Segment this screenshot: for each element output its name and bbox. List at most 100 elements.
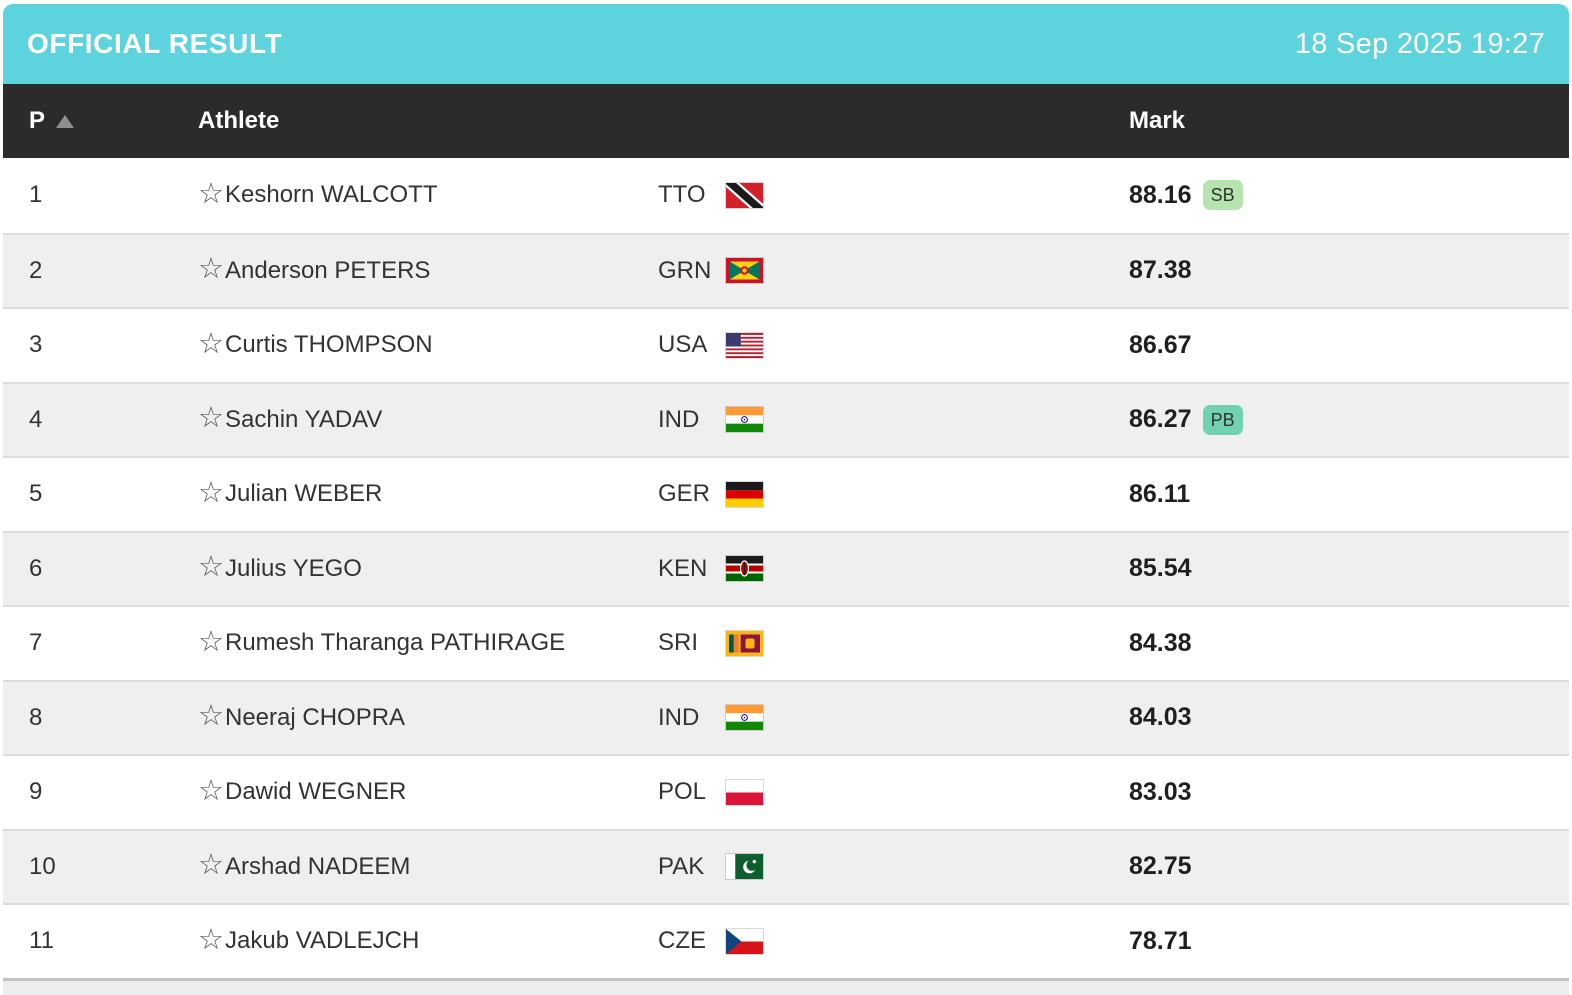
favorite-star-icon[interactable]: ☆ <box>198 551 224 584</box>
table-row[interactable]: 3 ☆ Curtis THOMPSON USA 86.67 <box>3 307 1569 382</box>
country-cell: IND <box>658 406 1123 434</box>
mark-cell: 87.38 <box>1123 256 1569 285</box>
country-flag-icon <box>726 258 763 284</box>
results-panel: OFFICIAL RESULT 18 Sep 2025 19:27 P Athl… <box>3 4 1569 995</box>
mark-cell: 88.16 SB <box>1123 180 1569 211</box>
athlete-name-link[interactable]: Keshorn WALCOTT <box>225 181 438 209</box>
table-row-partial <box>3 977 1569 995</box>
favorite-star-icon[interactable]: ☆ <box>198 327 224 360</box>
athlete-name-link[interactable]: Dawid WEGNER <box>225 778 407 806</box>
athlete-name-link[interactable]: Jakub VADLEJCH <box>225 927 420 955</box>
country-flag-icon <box>726 779 763 805</box>
table-row[interactable]: 4 ☆ Sachin YADAV IND 86.27 PB <box>3 381 1569 456</box>
rank-cell: 2 <box>29 256 43 284</box>
country-code: KEN <box>658 554 708 582</box>
country-flag-icon <box>726 182 763 208</box>
table-row[interactable]: 7 ☆ Rumesh Tharanga PATHIRAGE SRI 84.38 <box>3 605 1569 680</box>
mark-value: 83.03 <box>1129 777 1192 806</box>
mark-value: 88.16 <box>1129 180 1192 209</box>
mark-cell: 84.38 <box>1123 629 1569 658</box>
mark-value: 86.27 <box>1129 405 1192 434</box>
favorite-star-icon[interactable]: ☆ <box>198 402 224 435</box>
athlete-name-link[interactable]: Julius YEGO <box>225 554 362 582</box>
country-flag-icon <box>726 854 763 880</box>
athlete-name-link[interactable]: Arshad NADEEM <box>225 852 411 880</box>
table-row[interactable]: 8 ☆ Neeraj CHOPRA IND 84.03 <box>3 679 1569 754</box>
table-row[interactable]: 11 ☆ Jakub VADLEJCH CZE 78.71 <box>3 903 1569 978</box>
rank-cell: 8 <box>29 703 43 731</box>
column-header-position-label: P <box>29 107 46 134</box>
country-flag-icon <box>726 407 763 433</box>
country-cell: CZE <box>658 927 1123 955</box>
athlete-cell: ☆ Sachin YADAV <box>198 402 658 435</box>
athlete-name-link[interactable]: Rumesh Tharanga PATHIRAGE <box>225 629 566 657</box>
personal-best-badge: PB <box>1202 404 1243 435</box>
rank-cell: 10 <box>29 852 56 880</box>
country-code: POL <box>658 778 707 806</box>
favorite-star-icon[interactable]: ☆ <box>198 625 224 658</box>
country-code: TTO <box>658 181 706 209</box>
column-header-mark[interactable]: Mark <box>1129 107 1186 134</box>
athlete-name-link[interactable]: Curtis THOMPSON <box>225 331 433 359</box>
result-status-title: OFFICIAL RESULT <box>27 28 283 59</box>
favorite-star-icon[interactable]: ☆ <box>198 700 224 733</box>
athlete-cell: ☆ Dawid WEGNER <box>198 774 658 807</box>
favorite-star-icon[interactable]: ☆ <box>198 849 224 882</box>
country-flag-icon <box>726 705 763 731</box>
rank-cell: 5 <box>29 480 43 508</box>
country-cell: SRI <box>658 629 1123 657</box>
country-code: CZE <box>658 927 706 955</box>
mark-cell: 83.03 <box>1123 778 1569 807</box>
rank-cell: 3 <box>29 331 43 359</box>
rank-cell: 4 <box>29 405 43 433</box>
favorite-star-icon[interactable]: ☆ <box>198 177 224 210</box>
country-code: IND <box>658 405 700 433</box>
mark-value: 82.75 <box>1129 852 1192 881</box>
table-row[interactable]: 2 ☆ Anderson PETERS GRN 87.38 <box>3 232 1569 307</box>
country-code: USA <box>658 331 708 359</box>
country-code: PAK <box>658 852 705 880</box>
season-best-badge: SB <box>1202 180 1243 211</box>
country-flag-icon <box>726 332 763 358</box>
column-header-position[interactable]: P <box>3 107 198 135</box>
mark-cell: 86.27 PB <box>1123 404 1569 435</box>
favorite-star-icon[interactable]: ☆ <box>198 476 224 509</box>
country-cell: USA <box>658 331 1123 359</box>
country-cell: KEN <box>658 555 1123 583</box>
country-cell: PAK <box>658 853 1123 881</box>
favorite-star-icon[interactable]: ☆ <box>198 253 224 286</box>
athlete-name-link[interactable]: Julian WEBER <box>225 480 383 508</box>
sort-ascending-icon <box>56 114 75 128</box>
athlete-cell: ☆ Rumesh Tharanga PATHIRAGE <box>198 625 658 658</box>
table-body: 1 ☆ Keshorn WALCOTT TTO 88.16 SB 2 ☆ Anderson PE… <box>3 158 1569 978</box>
athlete-cell: ☆ Jakub VADLEJCH <box>198 923 658 956</box>
country-cell: GER <box>658 480 1123 508</box>
rank-cell: 7 <box>29 629 43 657</box>
mark-value: 84.03 <box>1129 703 1192 732</box>
mark-value: 84.38 <box>1129 628 1192 657</box>
athlete-cell: ☆ Keshorn WALCOTT <box>198 177 658 210</box>
mark-cell: 86.11 <box>1123 480 1569 509</box>
athlete-name-link[interactable]: Sachin YADAV <box>225 405 383 433</box>
favorite-star-icon[interactable]: ☆ <box>198 923 224 956</box>
table-row[interactable]: 6 ☆ Julius YEGO KEN 85.54 <box>3 530 1569 605</box>
rank-cell: 1 <box>29 181 43 209</box>
mark-value: 86.11 <box>1129 479 1191 508</box>
country-code: SRI <box>658 629 699 657</box>
table-row[interactable]: 9 ☆ Dawid WEGNER POL 83.03 <box>3 754 1569 829</box>
country-cell: GRN <box>658 257 1123 285</box>
country-cell: POL <box>658 778 1123 806</box>
result-timestamp: 18 Sep 2025 19:27 <box>1294 27 1545 60</box>
table-row[interactable]: 5 ☆ Julian WEBER GER 86.11 <box>3 456 1569 531</box>
mark-cell: 82.75 <box>1123 852 1569 881</box>
country-cell: TTO <box>658 181 1123 209</box>
table-header-row: P Athlete Mark <box>3 84 1569 158</box>
column-header-athlete[interactable]: Athlete <box>198 107 280 134</box>
athlete-name-link[interactable]: Anderson PETERS <box>225 256 431 284</box>
mark-cell: 78.71 <box>1123 927 1569 956</box>
table-row[interactable]: 10 ☆ Arshad NADEEM PAK 82.75 <box>3 828 1569 903</box>
mark-cell: 85.54 <box>1123 554 1569 583</box>
table-row[interactable]: 1 ☆ Keshorn WALCOTT TTO 88.16 SB <box>3 158 1569 233</box>
favorite-star-icon[interactable]: ☆ <box>198 774 224 807</box>
athlete-name-link[interactable]: Neeraj CHOPRA <box>225 703 406 731</box>
